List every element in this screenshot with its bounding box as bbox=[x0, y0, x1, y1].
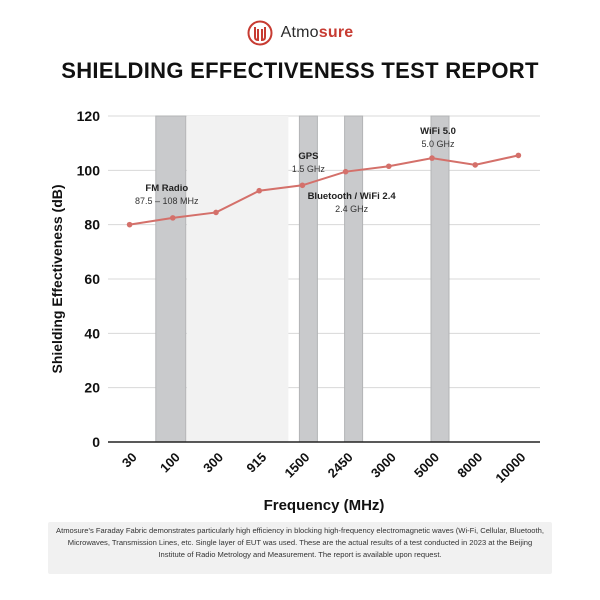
x-tick-label: 915 bbox=[243, 450, 269, 476]
x-tick-label: 3000 bbox=[368, 450, 399, 481]
x-tick-label: 8000 bbox=[454, 450, 485, 481]
data-point bbox=[213, 209, 219, 216]
brand-name: Atmosure bbox=[280, 24, 354, 41]
y-tick-label: 120 bbox=[77, 108, 101, 124]
y-tick-label: 100 bbox=[77, 162, 101, 178]
band-sublabel: 2.4 GHz bbox=[335, 204, 369, 214]
band-label: Bluetooth / WiFi 2.4 bbox=[308, 191, 397, 202]
data-point bbox=[126, 221, 133, 228]
y-tick-label: 40 bbox=[84, 325, 100, 341]
data-point bbox=[256, 187, 263, 194]
x-tick-label: 30 bbox=[119, 450, 140, 471]
data-point bbox=[170, 215, 176, 221]
band-label: WiFi 5.0 bbox=[420, 126, 456, 137]
x-tick-label: 5000 bbox=[411, 450, 442, 481]
band-label: FM Radio bbox=[145, 183, 188, 194]
band-pillar bbox=[344, 115, 364, 443]
brand-header: Atmosure bbox=[0, 20, 600, 46]
data-point bbox=[342, 168, 349, 175]
data-point bbox=[299, 182, 306, 189]
y-tick-label: 60 bbox=[84, 271, 100, 287]
x-axis-title: Frequency (MHz) bbox=[264, 497, 385, 514]
x-tick-label: 2450 bbox=[325, 450, 356, 481]
x-tick-label: 300 bbox=[200, 450, 226, 476]
data-point bbox=[386, 163, 392, 170]
band-sublabel: 1.5 GHz bbox=[292, 164, 326, 174]
band-label: GPS bbox=[298, 151, 318, 162]
shielding-panel bbox=[186, 116, 289, 442]
x-tick-label: 1500 bbox=[281, 450, 312, 481]
band-pillar bbox=[430, 115, 450, 443]
x-tick-label: 100 bbox=[157, 450, 183, 476]
footnote: Atmosure's Faraday Fabric demonstrates p… bbox=[48, 522, 552, 574]
data-point bbox=[515, 152, 522, 159]
x-tick-label: 10000 bbox=[492, 450, 528, 486]
band-sublabel: 87.5 – 108 MHz bbox=[135, 196, 199, 206]
series-line bbox=[129, 154, 519, 226]
band-pillar bbox=[155, 115, 187, 443]
data-point bbox=[429, 155, 435, 161]
y-tick-label: 20 bbox=[84, 380, 100, 396]
shielding-chart: 0 20 40 60 80 100 120 30 100 300 915 1500 2450 3000 50… bbox=[49, 108, 540, 514]
y-axis-title: Shielding Effectiveness (dB) bbox=[49, 184, 65, 373]
y-tick-label: 80 bbox=[84, 217, 100, 233]
band-sublabel: 5.0 GHz bbox=[421, 139, 455, 149]
atmosure-logo-icon bbox=[247, 20, 273, 46]
page-title: SHIELDING EFFECTIVENESS TEST REPORT bbox=[61, 58, 539, 83]
data-point bbox=[472, 162, 479, 168]
y-tick-label: 0 bbox=[92, 434, 100, 450]
